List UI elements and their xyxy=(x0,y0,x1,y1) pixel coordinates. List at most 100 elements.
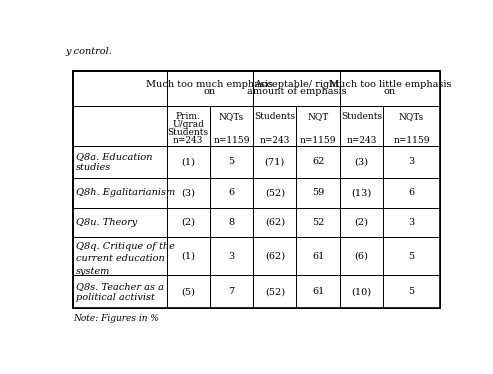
Bar xyxy=(73,71,167,106)
Bar xyxy=(210,178,253,208)
Bar xyxy=(383,208,440,237)
Bar xyxy=(340,237,383,275)
Bar xyxy=(253,146,296,178)
Text: (3): (3) xyxy=(354,157,368,166)
Text: (5): (5) xyxy=(181,287,195,296)
Text: 5: 5 xyxy=(408,252,415,261)
Text: (6): (6) xyxy=(354,252,368,261)
Text: n=243: n=243 xyxy=(346,137,377,145)
Bar xyxy=(210,146,253,178)
Bar xyxy=(296,106,340,146)
Text: (62): (62) xyxy=(265,218,285,227)
Bar xyxy=(210,208,253,237)
Bar xyxy=(210,237,253,275)
Text: (52): (52) xyxy=(265,188,285,197)
Text: Q8u. Theory: Q8u. Theory xyxy=(76,218,138,227)
Text: 5: 5 xyxy=(228,157,235,166)
Bar xyxy=(73,208,167,237)
Bar xyxy=(253,71,340,106)
Text: 6: 6 xyxy=(408,188,415,197)
Bar xyxy=(383,178,440,208)
Text: Acceptable/ right: Acceptable/ right xyxy=(254,80,339,89)
Bar xyxy=(383,106,440,146)
Text: on: on xyxy=(384,87,396,96)
Text: Q8h. Egalitarianism: Q8h. Egalitarianism xyxy=(76,188,176,197)
Bar xyxy=(296,237,340,275)
Text: amount of emphasis: amount of emphasis xyxy=(246,87,346,96)
Text: Q8q. Critique of the: Q8q. Critique of the xyxy=(76,242,175,251)
Text: (2): (2) xyxy=(181,218,195,227)
Bar xyxy=(340,71,440,106)
Text: 6: 6 xyxy=(228,188,235,197)
Text: 8: 8 xyxy=(228,218,235,227)
Text: 62: 62 xyxy=(312,157,324,166)
Text: n=1159: n=1159 xyxy=(393,137,430,145)
Text: 3: 3 xyxy=(408,218,415,227)
Bar xyxy=(296,178,340,208)
Text: Students: Students xyxy=(341,112,382,122)
Bar xyxy=(210,106,253,146)
Text: (52): (52) xyxy=(265,287,285,296)
Bar xyxy=(253,208,296,237)
Text: Much too little emphasis: Much too little emphasis xyxy=(328,80,451,89)
Text: (2): (2) xyxy=(354,218,368,227)
Bar xyxy=(167,237,210,275)
Text: 61: 61 xyxy=(312,252,324,261)
Text: 3: 3 xyxy=(228,252,235,261)
Text: studies: studies xyxy=(76,163,111,172)
Text: 7: 7 xyxy=(228,287,235,296)
Text: Note: Figures in %: Note: Figures in % xyxy=(73,314,159,323)
Text: (3): (3) xyxy=(181,188,195,197)
Text: Q8s. Teacher as a: Q8s. Teacher as a xyxy=(76,282,164,291)
Bar xyxy=(383,237,440,275)
Bar xyxy=(167,106,210,146)
Text: n=1159: n=1159 xyxy=(300,137,336,145)
Text: current education: current education xyxy=(76,254,165,263)
Text: U/grad: U/grad xyxy=(173,120,204,129)
Bar xyxy=(73,71,440,309)
Bar xyxy=(253,106,296,146)
Text: (1): (1) xyxy=(181,252,195,261)
Bar xyxy=(340,208,383,237)
Text: political activist: political activist xyxy=(76,293,155,302)
Text: y control.: y control. xyxy=(66,47,112,56)
Text: (71): (71) xyxy=(265,157,285,166)
Bar xyxy=(340,106,383,146)
Text: 59: 59 xyxy=(312,188,324,197)
Text: (1): (1) xyxy=(181,157,195,166)
Bar xyxy=(340,275,383,309)
Bar xyxy=(73,106,167,146)
Text: 52: 52 xyxy=(312,218,324,227)
Bar xyxy=(167,208,210,237)
Text: Students: Students xyxy=(254,112,295,122)
Bar xyxy=(253,178,296,208)
Bar xyxy=(296,208,340,237)
Text: n=243: n=243 xyxy=(173,137,204,145)
Bar xyxy=(296,146,340,178)
Bar xyxy=(340,146,383,178)
Text: NQTs: NQTs xyxy=(219,112,244,122)
Text: (10): (10) xyxy=(352,287,371,296)
Text: 5: 5 xyxy=(408,287,415,296)
Bar xyxy=(167,178,210,208)
Bar xyxy=(167,71,253,106)
Text: Students: Students xyxy=(168,128,209,137)
Bar xyxy=(73,178,167,208)
Text: on: on xyxy=(204,87,216,96)
Bar xyxy=(73,275,167,309)
Bar xyxy=(73,146,167,178)
Text: (62): (62) xyxy=(265,252,285,261)
Text: (13): (13) xyxy=(351,188,372,197)
Text: Q8a. Education: Q8a. Education xyxy=(76,153,153,162)
Text: Much too much emphasis: Much too much emphasis xyxy=(146,80,274,89)
Bar xyxy=(383,275,440,309)
Bar xyxy=(73,237,167,275)
Text: NQTs: NQTs xyxy=(399,112,424,122)
Bar xyxy=(253,237,296,275)
Bar xyxy=(167,146,210,178)
Bar xyxy=(296,275,340,309)
Bar xyxy=(253,275,296,309)
Text: n=1159: n=1159 xyxy=(213,137,250,145)
Text: n=243: n=243 xyxy=(260,137,290,145)
Bar xyxy=(167,275,210,309)
